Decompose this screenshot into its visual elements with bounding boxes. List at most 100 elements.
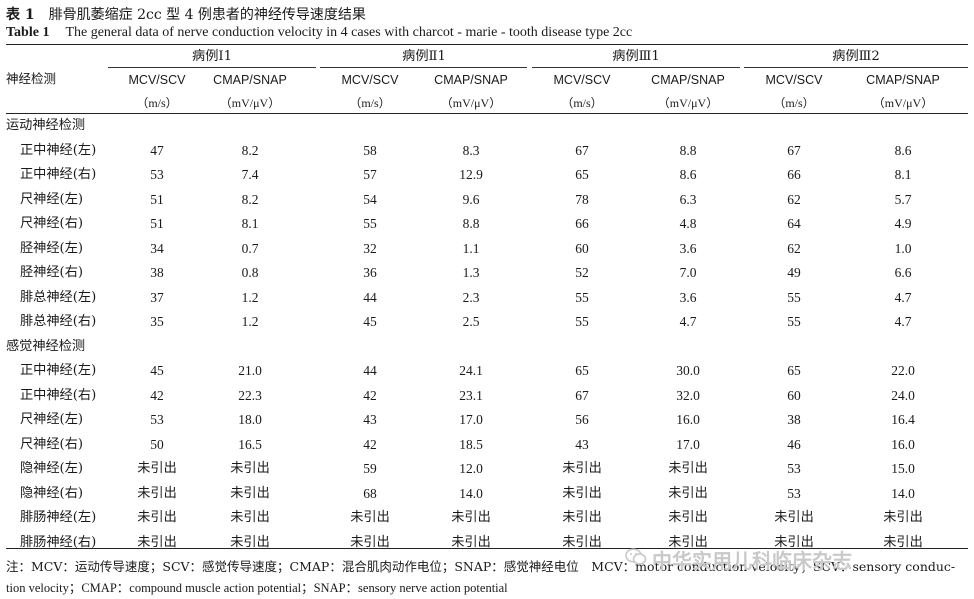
table-cell-value: 42	[363, 436, 377, 452]
nerve-row-label: 尺神经(右)	[20, 436, 84, 452]
table-cell-value: 12.9	[459, 167, 483, 182]
table-cell-value: 未引出	[668, 534, 708, 550]
table-cell-value: 未引出	[774, 534, 814, 550]
column-header-cmap-snap: CMAP/SNAP	[434, 73, 508, 87]
table-cell-value: 43	[575, 436, 589, 452]
table-cell-value: 未引出	[883, 510, 923, 525]
section-label: 运动神经检测	[6, 118, 86, 133]
table-cell-value: 未引出	[668, 461, 708, 476]
table-cell-value: 8.2	[241, 142, 259, 158]
nerve-row-label: 腓肠神经(右)	[20, 534, 97, 550]
table-cell-value: 1.0	[894, 240, 912, 256]
table-cell-value: 22.3	[238, 387, 262, 403]
table-cell-value: 46	[787, 436, 801, 452]
table-bottom-rule	[6, 548, 968, 549]
nerve-row-label: 隐神经(左)	[20, 461, 84, 476]
table-cell-value: 53	[150, 412, 164, 427]
table-cell-value: 68	[363, 485, 377, 501]
table-cell-value: 56	[575, 412, 589, 427]
table-cell-value: 59	[363, 461, 377, 476]
table-cell-value: 35	[150, 314, 164, 329]
table-cell-value: 67	[575, 387, 589, 403]
nerve-row-label: 腓总神经(左)	[20, 289, 97, 305]
table-cell-value: 21.0	[238, 363, 262, 378]
table-cell-value: 62	[787, 191, 801, 207]
table-cell-value: 42	[150, 387, 164, 403]
nerve-row-label: 尺神经(左)	[20, 412, 84, 427]
table-cell-value: 17.0	[459, 412, 483, 427]
case-group-underline	[532, 67, 740, 68]
table-cell-value: 2.3	[462, 289, 480, 305]
nerve-row-label: 尺神经(左)	[20, 191, 84, 207]
case-group-header: 病例Ⅱ1	[402, 49, 446, 64]
table-cell-value: 53	[787, 461, 801, 476]
table-caption-en: Table 1 The general data of nerve conduct…	[6, 25, 632, 41]
table-cell-value: 42	[363, 387, 377, 403]
table-top-rule	[6, 44, 968, 45]
table-header-rule	[6, 113, 968, 114]
wechat-logo-icon	[625, 548, 647, 565]
table-cell-value: 17.0	[676, 436, 700, 452]
table-cell-value: 65	[575, 167, 589, 182]
table-cell-value: 45	[150, 363, 164, 378]
table-cell-value: 4.9	[894, 216, 912, 231]
column-unit-mps: （m/s）	[349, 96, 391, 110]
table-cell-value: 4.7	[679, 314, 697, 329]
column-header-mcv-scv: MCV/SCV	[553, 73, 611, 87]
table-cell-value: 8.1	[241, 216, 259, 231]
table-cell-value: 1.2	[241, 314, 259, 329]
table-cell-value: 65	[575, 363, 589, 378]
column-header-cmap-snap: CMAP/SNAP	[213, 73, 287, 87]
table-cell-value: 22.0	[891, 363, 915, 378]
table-caption-zh: 表 1 腓骨肌萎缩症 2cc 型 4 例患者的神经传导速度结果	[6, 4, 366, 24]
table-cell-value: 1.2	[241, 289, 259, 305]
table-title-zh: 腓骨肌萎缩症 2cc 型 4 例患者的神经传导速度结果	[48, 7, 366, 23]
table-cell-value: 8.8	[462, 216, 480, 231]
table-cell-value: 18.0	[238, 412, 262, 427]
table-note-line-1: 注：MCV：运动传导速度；SCV：感觉传导速度；CMAP：混合肌肉动作电位；SN…	[6, 559, 956, 574]
table-cell-value: 未引出	[774, 510, 814, 525]
table-cell-value: 未引出	[451, 534, 491, 550]
table-cell-value: 38	[150, 265, 164, 280]
table-cell-value: 54	[363, 191, 377, 207]
column-unit-mv-uv: （mV/μV）	[657, 96, 719, 110]
table-cell-value: 36	[363, 265, 377, 280]
table-cell-value: 58	[363, 142, 377, 158]
nerve-row-label: 隐神经(右)	[20, 485, 84, 501]
column-unit-mv-uv: （mV/μV）	[219, 96, 281, 110]
table-cell-value: 32.0	[676, 387, 700, 403]
table-cell-value: 55	[575, 314, 589, 329]
nerve-row-label: 腓肠神经(左)	[20, 510, 97, 525]
column-unit-mps: （m/s）	[561, 96, 603, 110]
table-cell-value: 55	[363, 216, 377, 231]
table-cell-value: 7.4	[241, 167, 259, 182]
table-cell-value: 未引出	[230, 485, 270, 501]
column-unit-mv-uv: （mV/μV）	[440, 96, 502, 110]
table-cell-value: 未引出	[137, 485, 177, 501]
table-cell-value: 8.1	[894, 167, 912, 182]
table-cell-value: 3.6	[679, 289, 697, 305]
table-cell-value: 14.0	[891, 485, 915, 501]
section-label: 感觉神经检测	[6, 338, 86, 354]
table-cell-value: 9.6	[462, 191, 480, 207]
table-cell-value: 66	[575, 216, 589, 231]
column-header-cmap-snap: CMAP/SNAP	[651, 73, 725, 87]
table-cell-value: 未引出	[562, 510, 602, 525]
nerve-row-label: 胫神经(右)	[20, 265, 84, 280]
case-group-header: 病例Ⅲ2	[832, 49, 880, 64]
table-cell-value: 64	[787, 216, 801, 231]
table-cell-value: 未引出	[137, 534, 177, 550]
table-cell-value: 24.1	[459, 363, 483, 378]
table-title-en: The general data of nerve conduction vel…	[65, 25, 633, 40]
table-cell-value: 16.5	[238, 436, 262, 452]
nerve-row-label: 正中神经(左)	[20, 142, 97, 158]
table-cell-value: 53	[787, 485, 801, 501]
table-cell-value: 37	[150, 289, 164, 305]
table-cell-value: 32	[363, 240, 377, 256]
table-cell-value: 50	[150, 436, 164, 452]
table-cell-value: 16.4	[891, 412, 915, 427]
table-cell-value: 60	[787, 387, 801, 403]
nerve-row-label: 正中神经(左)	[20, 363, 97, 378]
table-cell-value: 55	[787, 289, 801, 305]
table-cell-value: 未引出	[562, 461, 602, 476]
